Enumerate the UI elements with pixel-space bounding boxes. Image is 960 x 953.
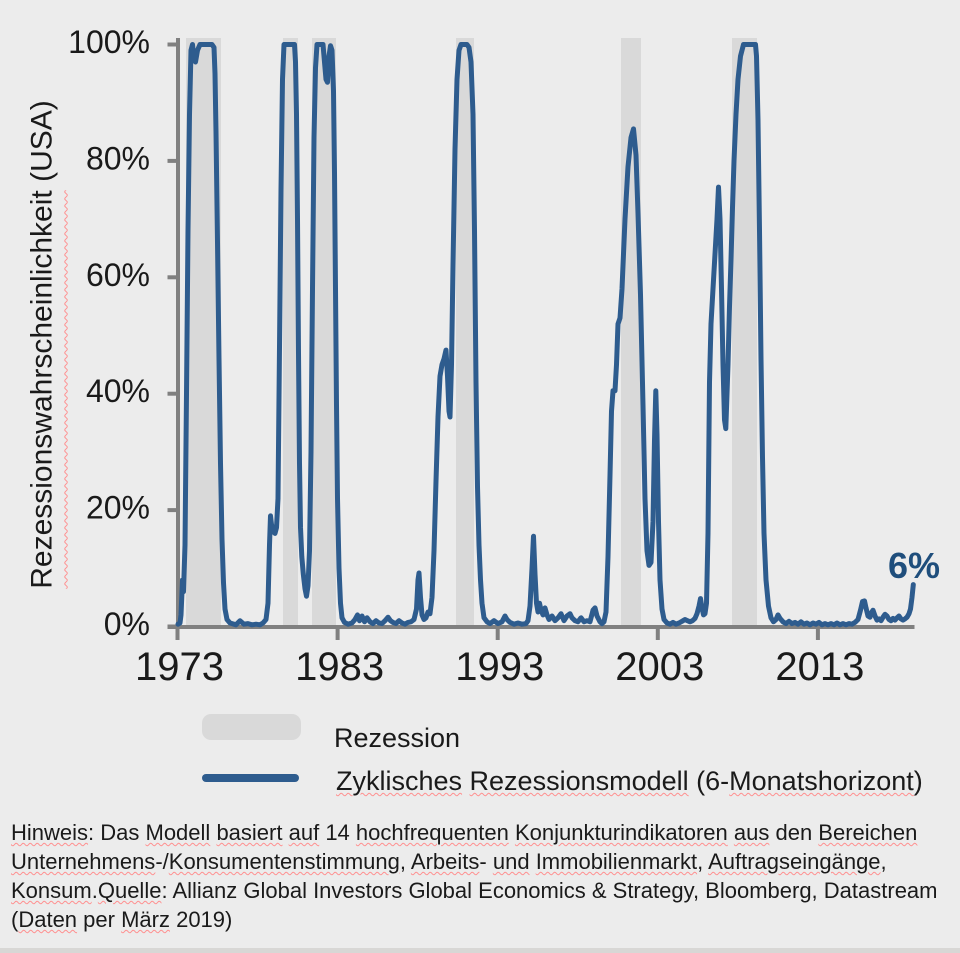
svg-text:1973: 1973 bbox=[135, 645, 224, 689]
svg-text:80%: 80% bbox=[86, 140, 150, 176]
svg-text:100%: 100% bbox=[68, 24, 150, 60]
svg-text:2003: 2003 bbox=[615, 645, 704, 689]
svg-text:1983: 1983 bbox=[295, 645, 384, 689]
svg-text:20%: 20% bbox=[86, 490, 150, 526]
svg-text:40%: 40% bbox=[86, 373, 150, 409]
svg-text:2013: 2013 bbox=[775, 645, 864, 689]
svg-text:6%: 6% bbox=[888, 545, 940, 586]
svg-text:0%: 0% bbox=[104, 606, 150, 642]
svg-text:1993: 1993 bbox=[455, 645, 544, 689]
svg-text:60%: 60% bbox=[86, 257, 150, 293]
